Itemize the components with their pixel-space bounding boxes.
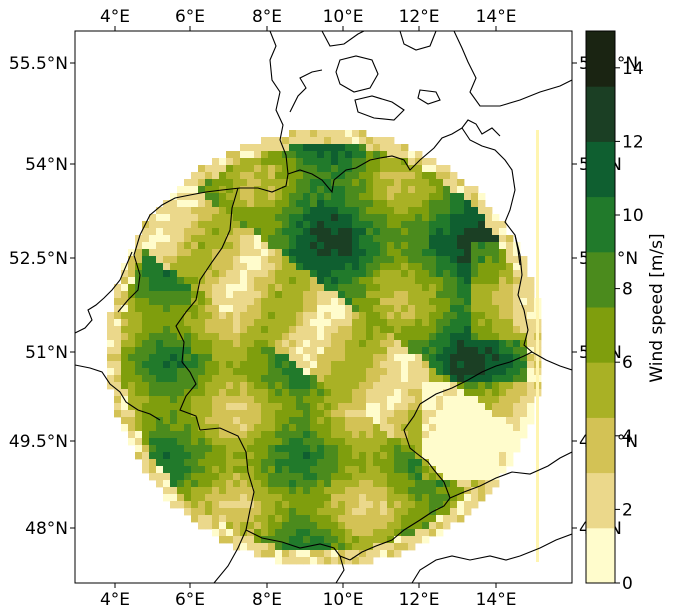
top-lon-tick-label: 6°E	[175, 7, 205, 27]
colorbar-tick-label: 6	[622, 353, 633, 373]
left-lat-tick-label: 51°N	[25, 343, 68, 363]
colorbar-tick-label: 2	[622, 500, 633, 520]
top-lon-tick-label: 14°E	[476, 7, 517, 27]
colorbar-bin	[586, 527, 615, 584]
colorbar-tick-label: 0	[622, 574, 633, 594]
top-longitude-labels: 4°E 6°E 8°E 10°E 12°E 14°E	[100, 7, 516, 31]
left-lat-tick-label: 48°N	[25, 519, 68, 539]
colorbar-tick-label: 10	[622, 206, 644, 226]
left-latitude-labels: 55.5°N 54°N 52.5°N 51°N 49.5°N 48°N	[9, 54, 75, 539]
colorbar-bin	[586, 472, 615, 529]
colorbar-tick-label: 8	[622, 280, 633, 300]
bottom-lon-tick-label: 8°E	[252, 590, 282, 610]
bottom-lon-tick-label: 4°E	[100, 590, 130, 610]
bottom-lon-tick-label: 6°E	[175, 590, 205, 610]
colorbar-tick-label: 4	[622, 427, 633, 447]
colorbar-bin	[586, 141, 615, 198]
colorbar-bin	[586, 31, 615, 87]
colorbar-bin	[586, 362, 615, 418]
top-lon-tick-label: 12°E	[399, 7, 440, 27]
left-lat-tick-label: 52.5°N	[9, 249, 68, 269]
map-frame	[74, 30, 573, 584]
top-lon-tick-label: 8°E	[252, 7, 282, 27]
colorbar-bin	[586, 86, 615, 142]
left-lat-tick-label: 54°N	[25, 155, 68, 175]
colorbar-tick-label: 14	[622, 59, 644, 79]
left-lat-tick-label: 49.5°N	[9, 432, 68, 452]
colorbar-bin	[586, 307, 615, 363]
coastlines-and-borders	[75, 31, 572, 583]
colorbar-bin	[586, 251, 615, 308]
colorbar-label: Wind speed [m/s]	[647, 233, 667, 382]
bottom-longitude-labels: 4°E 6°E 8°E 10°E 12°E 14°E	[100, 583, 516, 610]
wind-speed-field	[107, 130, 542, 565]
colorbar-frame	[585, 30, 616, 584]
colorbar-tick-label: 12	[622, 132, 644, 152]
radar-artifact-line	[536, 130, 539, 562]
bottom-lon-tick-label: 10°E	[323, 590, 364, 610]
colorbar: 0 2 4 6 8 10 12 14 Wind speed [m/s]	[585, 30, 667, 594]
top-lon-tick-label: 4°E	[100, 7, 130, 27]
top-lon-tick-label: 10°E	[323, 7, 364, 27]
colorbar-bin	[586, 196, 615, 253]
bottom-lon-tick-label: 12°E	[399, 590, 440, 610]
left-lat-tick-label: 55.5°N	[9, 54, 68, 74]
bottom-lon-tick-label: 14°E	[476, 590, 517, 610]
colorbar-bin	[586, 417, 615, 474]
